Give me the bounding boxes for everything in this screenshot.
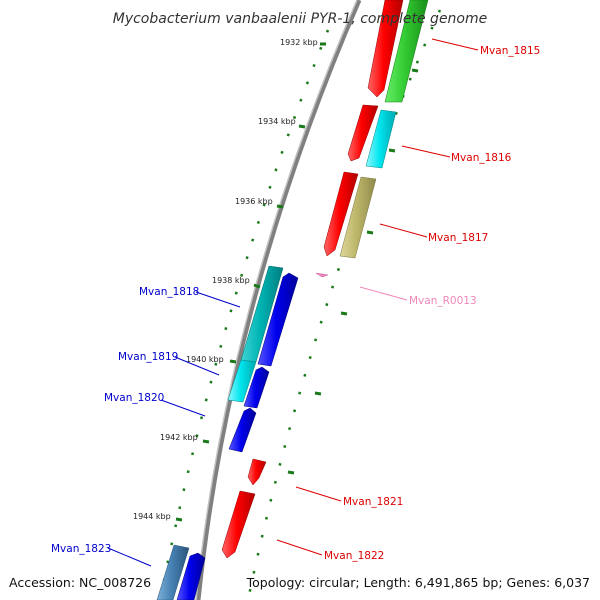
tick-mark	[229, 359, 237, 364]
gene-arrow-mvan-1823-cog[interactable]	[156, 544, 190, 600]
gene-arrow-mvan-1818[interactable]	[257, 272, 299, 367]
gene-arrow-mvan-1823[interactable]	[176, 552, 206, 600]
label-leader-mvan-1817	[379, 223, 428, 238]
gene-label-mvan-1816[interactable]: Mvan_1816	[451, 152, 512, 164]
label-leader-mvan-1818	[195, 291, 241, 308]
topology-summary: Topology: circular; Length: 6,491,865 bp…	[246, 575, 590, 590]
gene-arrow-mvan-1815-cog[interactable]	[384, 0, 429, 103]
gene-label-mvan-1818[interactable]: Mvan_1818	[139, 286, 199, 298]
tick-mark	[287, 470, 295, 475]
gene-arrow-mvan-1817[interactable]	[323, 171, 359, 257]
gene-arrow-mvan-r0013[interactable]	[315, 272, 329, 278]
tick-label-1936: 1936 kbp	[235, 197, 273, 206]
tick-mark	[314, 391, 322, 396]
label-leader-mvan-1822	[276, 539, 323, 556]
gene-label-mvan-1815[interactable]: Mvan_1815	[480, 45, 540, 57]
gene-arrow-mvan-1820[interactable]	[228, 407, 257, 453]
tick-mark	[253, 283, 261, 289]
map-title: Mycobacterium vanbaalenii PYR-1, complet…	[113, 11, 488, 27]
gene-label-mvan-1820[interactable]: Mvan_1820	[104, 392, 164, 404]
tick-label-1932: 1932 kbp	[280, 38, 318, 47]
tick-mark	[276, 204, 284, 209]
gene-arrow-mvan-1822[interactable]	[221, 490, 256, 559]
gene-label-mvan-1823[interactable]: Mvan_1823	[51, 543, 111, 555]
gene-arrow-mvan-1819-cog[interactable]	[227, 359, 257, 403]
gene-label-mvan-r0013[interactable]: Mvan_R0013	[409, 295, 477, 307]
label-leader-mvan-1823	[107, 547, 152, 567]
tick-mark	[175, 517, 183, 522]
gene-arrow-mvan-1815[interactable]	[367, 0, 404, 98]
label-leader-mvan-1815	[431, 38, 479, 51]
genome-backbone-highlight	[195, 0, 358, 600]
tick-label-1940: 1940 kbp	[186, 355, 224, 364]
gene-arrow-mvan-1816[interactable]	[347, 104, 379, 162]
tick-label-1934: 1934 kbp	[258, 117, 296, 126]
label-leader-mvan-1816	[401, 145, 451, 158]
tick-mark	[340, 311, 348, 316]
gene-label-mvan-1819[interactable]: Mvan_1819	[118, 351, 178, 363]
tick-label-1942: 1942 kbp	[160, 433, 198, 442]
tick-label-1944: 1944 kbp	[133, 512, 171, 521]
gene-label-mvan-1822[interactable]: Mvan_1822	[324, 550, 384, 562]
gene-arrow-mvan-1819[interactable]	[243, 366, 270, 409]
genome-backbone	[195, 0, 362, 600]
tick-mark	[298, 124, 306, 129]
tick-mark	[388, 148, 396, 153]
label-leader-mvan-1821	[295, 486, 342, 502]
tick-mark	[202, 439, 210, 444]
label-leader-mvan-1819	[174, 356, 220, 376]
tick-label-1938: 1938 kbp	[212, 276, 250, 285]
label-leader-mvan-1820	[160, 399, 206, 417]
gene-arrow-mvan-1817-cog[interactable]	[339, 176, 377, 259]
gene-arrow-mvan-1816-cog[interactable]	[365, 109, 397, 169]
gene-label-mvan-1821[interactable]: Mvan_1821	[343, 496, 403, 508]
tick-mark	[411, 68, 419, 73]
tick-mark	[366, 230, 374, 235]
label-leader-mvan-r0013	[359, 286, 408, 301]
accession-label: Accession: NC_008726	[9, 575, 151, 590]
gene-label-mvan-1817[interactable]: Mvan_1817	[428, 232, 488, 244]
gene-arrow-mvan-1821[interactable]	[247, 458, 267, 486]
